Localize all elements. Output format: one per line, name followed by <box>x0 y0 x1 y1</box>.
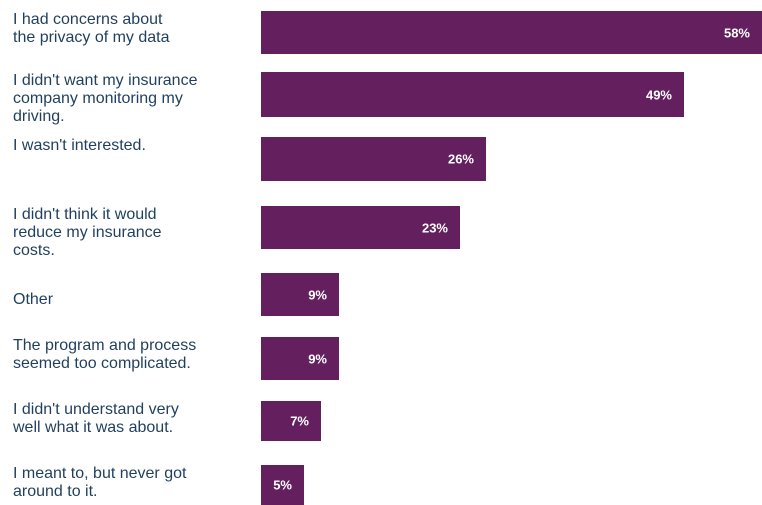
category-label-line: I had concerns about <box>13 11 163 28</box>
category-label: I wasn't interested. <box>13 137 253 155</box>
bar <box>261 273 339 316</box>
category-label-line: driving. <box>13 108 65 125</box>
category-label-line: I wasn't interested. <box>13 137 146 154</box>
bar <box>261 137 486 181</box>
category-label: I didn't think it would reduce my insuran… <box>13 206 253 260</box>
category-label: The program and process seemed too compli… <box>13 337 253 373</box>
category-label-line: I didn't want my insurance <box>13 72 198 89</box>
category-label-line: seemed too complicated. <box>13 355 191 372</box>
category-label-line: the privacy of my data <box>13 29 170 46</box>
category-label: I didn't understand very well what it was… <box>13 401 253 437</box>
bar-value-label: 7% <box>290 413 309 429</box>
bar <box>261 72 684 117</box>
bar-value-label: 9% <box>308 287 327 302</box>
bar <box>261 11 762 54</box>
category-label-line: around to it. <box>13 483 98 500</box>
category-label: Other <box>13 291 253 309</box>
category-label-line: I meant to, but never got <box>13 465 187 482</box>
category-label-line: Other <box>13 291 54 308</box>
category-label-line: costs. <box>13 242 55 259</box>
bar-value-label: 9% <box>308 351 327 366</box>
category-label-line: reduce my insurance <box>13 224 162 241</box>
bar <box>261 337 339 380</box>
bar-value-label: 23% <box>421 220 448 235</box>
category-label: I didn't want my insurance company monito… <box>13 72 253 126</box>
category-label-line: company monitoring my <box>13 90 183 107</box>
bar <box>261 401 321 441</box>
bar-value-label: 26% <box>447 151 474 167</box>
bar <box>261 206 460 249</box>
bar-value-label: 49% <box>645 87 672 102</box>
category-label-line: I didn't think it would <box>13 206 157 223</box>
category-label-line: well what it was about. <box>13 419 174 436</box>
bar-value-label: 5% <box>273 477 292 493</box>
bar-value-label: 58% <box>723 25 750 40</box>
category-label: I had concerns about the privacy of my da… <box>13 11 253 47</box>
bar <box>261 465 304 505</box>
category-label-line: I didn't understand very <box>13 401 179 418</box>
category-label: I meant to, but never got around to it. <box>13 465 253 501</box>
category-label-line: The program and process <box>13 337 197 354</box>
